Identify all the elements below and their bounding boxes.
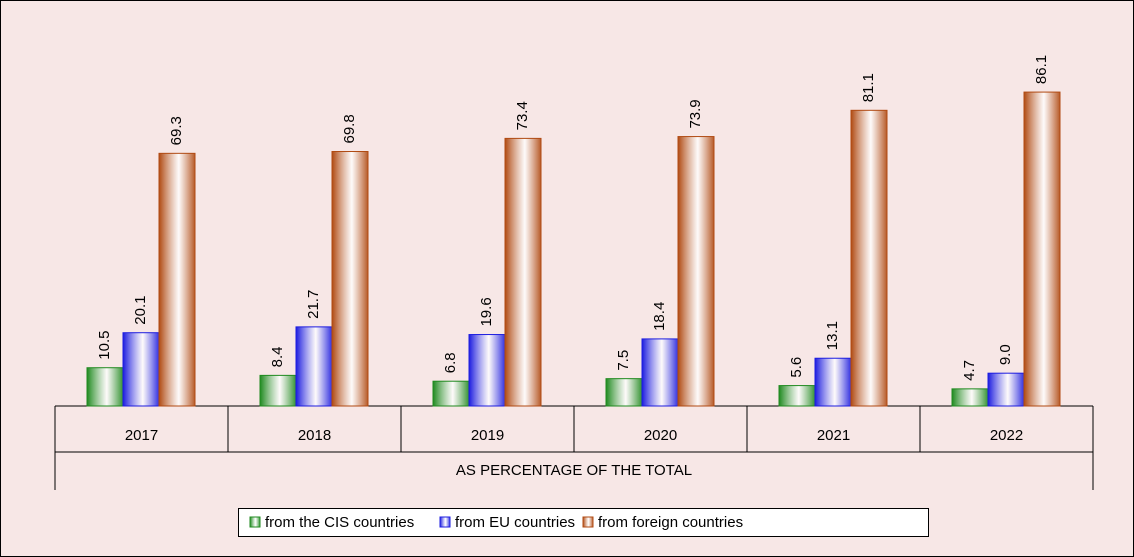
data-label: 10.5 (96, 331, 113, 360)
bar (1023, 91, 1061, 407)
x-tick-label: 2017 (125, 427, 158, 444)
data-label: 86.1 (1033, 55, 1050, 84)
bar (158, 152, 196, 407)
data-label: 8.4 (269, 347, 286, 368)
bar (641, 338, 679, 407)
bar (850, 109, 888, 407)
group-label: AS PERCENTAGE OF THE TOTAL (456, 462, 692, 479)
bar (605, 378, 643, 407)
bar (987, 372, 1025, 407)
x-tick-label: 2018 (298, 427, 331, 444)
data-label: 69.8 (341, 114, 358, 143)
legend-swatch (582, 516, 594, 528)
bar (432, 380, 470, 407)
x-tick-label: 2022 (990, 427, 1023, 444)
data-label: 21.7 (305, 290, 322, 319)
bar (504, 137, 542, 407)
legend-swatch (439, 516, 451, 528)
bar (951, 388, 989, 407)
bar (122, 332, 160, 407)
data-label: 69.3 (168, 116, 185, 145)
x-tick-label: 2020 (644, 427, 677, 444)
data-label: 5.6 (788, 357, 805, 378)
data-label: 7.5 (615, 350, 632, 371)
bar (331, 151, 369, 407)
bar (86, 367, 124, 407)
data-label: 81.1 (860, 73, 877, 102)
data-label: 18.4 (651, 302, 668, 331)
bar (814, 357, 852, 407)
bar (778, 385, 816, 407)
x-tick-label: 2019 (471, 427, 504, 444)
legend-label: from EU countries (455, 514, 575, 531)
data-label: 9.0 (997, 344, 1014, 365)
bar (295, 326, 333, 407)
x-tick-label: 2021 (817, 427, 850, 444)
bar (468, 334, 506, 407)
legend-swatch (249, 516, 261, 528)
legend-label: from foreign countries (598, 514, 743, 531)
legend-label: from the CIS countries (265, 514, 414, 531)
data-label: 4.7 (961, 360, 978, 381)
data-label: 13.1 (824, 321, 841, 350)
data-label: 20.1 (132, 296, 149, 325)
data-label: 19.6 (478, 297, 495, 326)
data-label: 73.9 (687, 99, 704, 128)
bar (677, 136, 715, 407)
data-label: 73.4 (514, 101, 531, 130)
bar (259, 374, 297, 407)
data-label: 6.8 (442, 352, 459, 373)
